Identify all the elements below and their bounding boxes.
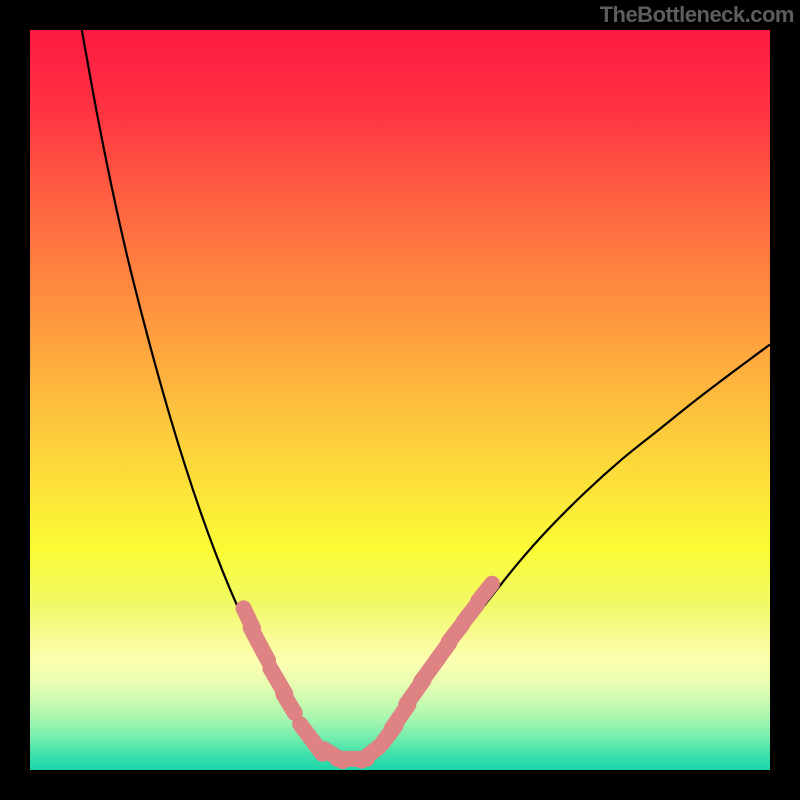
bottleneck-chart xyxy=(0,0,800,800)
plot-background xyxy=(30,30,770,770)
overlay-capsule xyxy=(283,694,294,713)
overlay-capsule xyxy=(478,584,492,601)
chart-root: TheBottleneck.com xyxy=(0,0,800,800)
watermark-label: TheBottleneck.com xyxy=(600,2,794,28)
